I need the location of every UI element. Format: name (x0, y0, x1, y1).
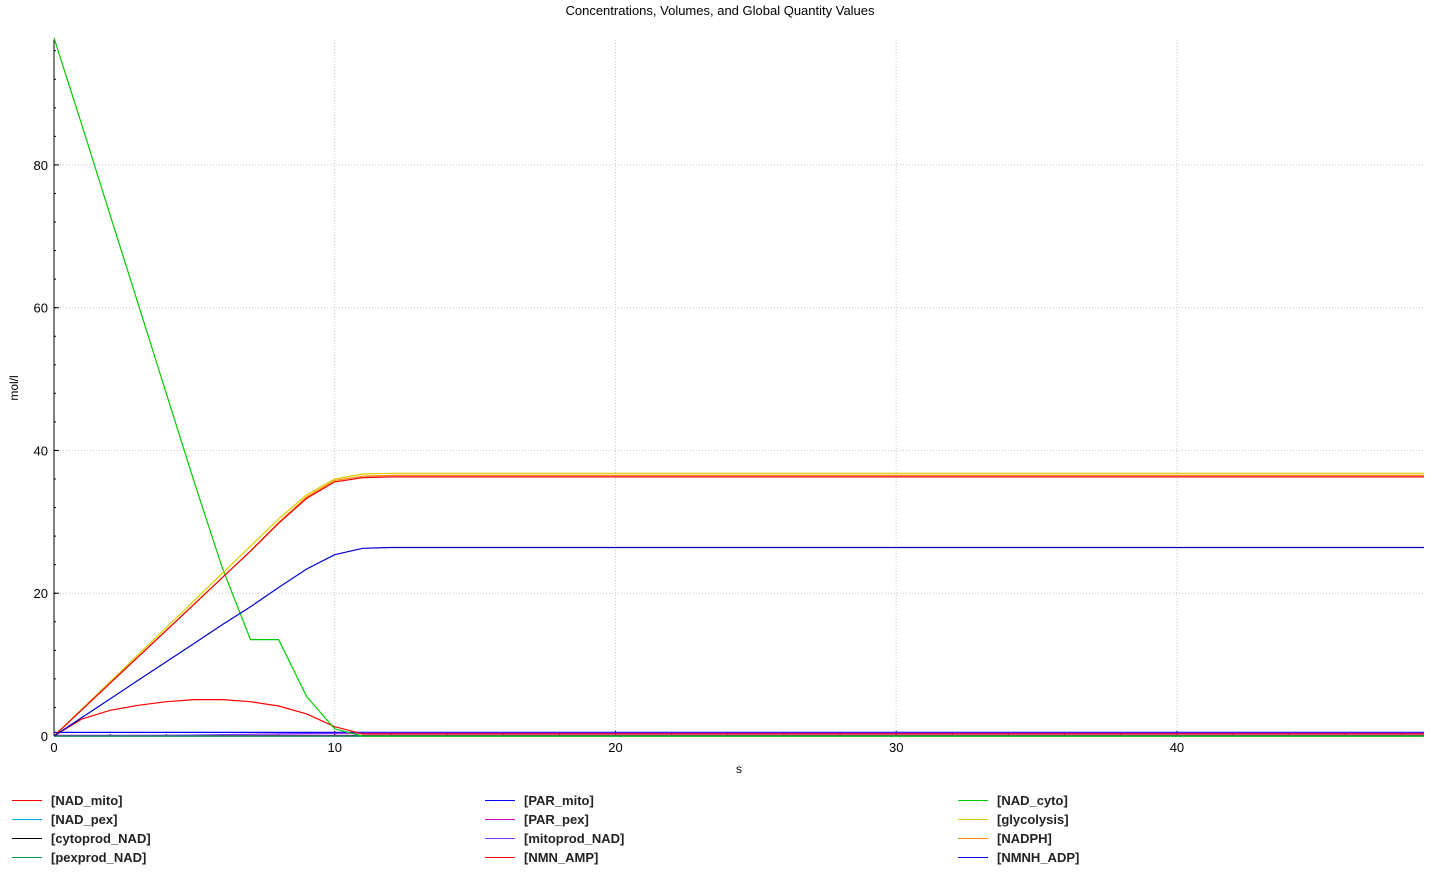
legend-label: [NMN_AMP] (524, 850, 599, 865)
y-tick-label: 40 (34, 443, 48, 458)
legend-swatch (12, 838, 42, 839)
x-tick-label: 10 (328, 740, 342, 755)
legend-label: [NAD_pex] (51, 812, 118, 827)
legend-swatch (12, 800, 42, 801)
legend-item: [PAR_mito] (485, 791, 594, 810)
legend-item: [NAD_pex] (12, 810, 117, 829)
legend-swatch (958, 800, 988, 801)
axes: 0 10 20 30 40 0 20 40 60 80 (34, 40, 1424, 755)
legend-item: [NMNH_ADP] (958, 848, 1079, 867)
y-tick-label: 20 (34, 586, 48, 601)
series-line-nad-cyto (53, 37, 1424, 737)
grid-lines (54, 40, 1424, 736)
series-line-nad-mito (53, 698, 1424, 737)
legend-label: [pexprod_NAD] (51, 850, 147, 865)
chart-title: Concentrations, Volumes, and Global Quan… (565, 3, 875, 18)
legend-label: [NADPH] (997, 831, 1052, 846)
legend-swatch (485, 800, 515, 801)
legend: [NAD_mito] [NAD_pex] [cytoprod_NAD] [pexpro… (0, 790, 1440, 870)
series-line-nmn-amp (53, 476, 1424, 737)
legend-item: [NAD_mito] (12, 791, 123, 810)
x-axis-label: s (736, 762, 742, 776)
legend-label: [NAD_mito] (51, 793, 123, 808)
legend-label: [glycolysis] (997, 812, 1069, 827)
legend-label: [NAD_cyto] (997, 793, 1068, 808)
legend-swatch (12, 857, 42, 858)
legend-label: [mitoprod_NAD] (524, 831, 625, 846)
series-lines (53, 37, 1424, 737)
x-tick-label: 20 (608, 740, 622, 755)
plot-area: 0 10 20 30 40 0 20 40 60 80 s mol/l (7, 37, 1424, 776)
legend-label: [PAR_pex] (524, 812, 589, 827)
y-tick-label: 60 (34, 301, 48, 316)
legend-swatch (958, 838, 988, 839)
legend-item: [pexprod_NAD] (12, 848, 146, 867)
series-line-glycolysis (53, 472, 1424, 737)
legend-swatch (485, 857, 515, 858)
legend-label: [PAR_mito] (524, 793, 594, 808)
x-tick-label: 40 (1170, 740, 1184, 755)
legend-item: [NAD_cyto] (958, 791, 1068, 810)
y-tick-label: 80 (34, 158, 48, 173)
x-tick-label: 30 (889, 740, 903, 755)
legend-item: [PAR_pex] (485, 810, 589, 829)
legend-swatch (958, 819, 988, 820)
legend-swatch (485, 819, 515, 820)
y-axis-label: mol/l (7, 375, 21, 400)
legend-item: [glycolysis] (958, 810, 1069, 829)
series-line-nmnh-adp (53, 546, 1424, 737)
legend-label: [cytoprod_NAD] (51, 831, 151, 846)
y-tick-label: 0 (41, 729, 48, 744)
legend-label: [NMNH_ADP] (997, 850, 1080, 865)
legend-swatch (12, 819, 42, 820)
legend-item: [cytoprod_NAD] (12, 829, 151, 848)
legend-item: [NADPH] (958, 829, 1052, 848)
legend-item: [mitoprod_NAD] (485, 829, 624, 848)
legend-item: [NMN_AMP] (485, 848, 598, 867)
legend-swatch (485, 838, 515, 839)
series-line-nadph (53, 474, 1424, 737)
legend-swatch (958, 857, 988, 858)
x-tick-label: 0 (50, 740, 57, 755)
